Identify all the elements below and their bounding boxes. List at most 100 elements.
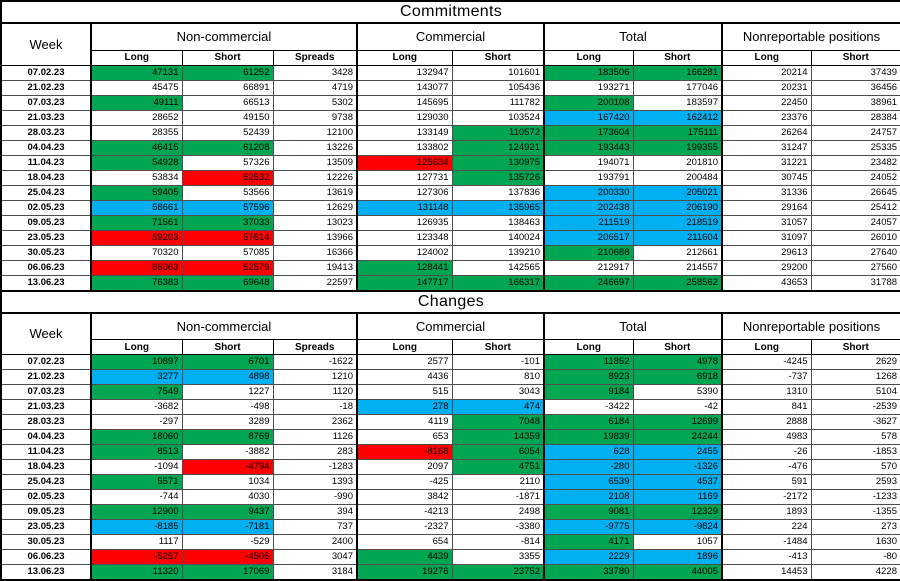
value-cell[interactable]: 1210 [273, 370, 357, 385]
value-cell[interactable]: -18 [273, 400, 357, 415]
value-cell[interactable]: 14453 [722, 565, 811, 581]
value-cell[interactable]: -1853 [811, 445, 900, 460]
value-cell[interactable]: 2362 [273, 415, 357, 430]
value-cell[interactable]: 273 [811, 520, 900, 535]
value-cell[interactable]: -3682 [91, 400, 182, 415]
value-cell[interactable]: 841 [722, 400, 811, 415]
value-cell[interactable]: 194071 [544, 155, 633, 170]
value-cell[interactable]: 1034 [182, 475, 273, 490]
value-cell[interactable]: 26645 [811, 185, 900, 200]
value-cell[interactable]: 52532 [182, 170, 273, 185]
value-cell[interactable]: 61208 [182, 140, 273, 155]
value-cell[interactable]: 9184 [544, 385, 633, 400]
value-cell[interactable]: -8168 [357, 445, 452, 460]
value-cell[interactable]: -1355 [811, 505, 900, 520]
week-cell[interactable]: 21.02.23 [1, 80, 91, 95]
value-cell[interactable]: 6918 [633, 370, 722, 385]
value-cell[interactable]: 8513 [91, 445, 182, 460]
value-cell[interactable]: 1227 [182, 385, 273, 400]
week-cell[interactable]: 07.02.23 [1, 65, 91, 80]
value-cell[interactable]: 133149 [357, 125, 452, 140]
value-cell[interactable]: 200108 [544, 95, 633, 110]
value-cell[interactable]: 2229 [544, 550, 633, 565]
week-cell[interactable]: 23.05.23 [1, 230, 91, 245]
value-cell[interactable]: 9738 [273, 110, 357, 125]
value-cell[interactable]: 58661 [91, 200, 182, 215]
value-cell[interactable]: 193271 [544, 80, 633, 95]
subheader-c-long[interactable]: Long [357, 50, 452, 65]
value-cell[interactable]: 6054 [452, 445, 544, 460]
value-cell[interactable]: 69203 [91, 230, 182, 245]
value-cell[interactable]: 105436 [452, 80, 544, 95]
week-cell[interactable]: 11.04.23 [1, 445, 91, 460]
value-cell[interactable]: 8769 [182, 430, 273, 445]
value-cell[interactable]: 24052 [811, 170, 900, 185]
value-cell[interactable]: 14359 [452, 430, 544, 445]
value-cell[interactable]: -737 [722, 370, 811, 385]
value-cell[interactable]: 25412 [811, 200, 900, 215]
value-cell[interactable]: 125634 [357, 155, 452, 170]
value-cell[interactable]: 43653 [722, 275, 811, 291]
value-cell[interactable]: 57596 [182, 200, 273, 215]
value-cell[interactable]: 2097 [357, 460, 452, 475]
value-cell[interactable]: 61252 [182, 65, 273, 80]
value-cell[interactable]: 111782 [452, 95, 544, 110]
value-cell[interactable]: -476 [722, 460, 811, 475]
value-cell[interactable]: 8923 [544, 370, 633, 385]
subheader-nr-long[interactable]: Long [722, 50, 811, 65]
value-cell[interactable]: -990 [273, 490, 357, 505]
value-cell[interactable]: -101 [452, 355, 544, 370]
value-cell[interactable]: 210688 [544, 245, 633, 260]
value-cell[interactable]: 57614 [182, 230, 273, 245]
group-header-commercial[interactable]: Commercial [357, 313, 544, 340]
subheader-nc-long[interactable]: Long [91, 50, 182, 65]
value-cell[interactable]: 57085 [182, 245, 273, 260]
value-cell[interactable]: 1057 [633, 535, 722, 550]
week-cell[interactable]: 07.03.23 [1, 95, 91, 110]
week-cell[interactable]: 25.04.23 [1, 185, 91, 200]
value-cell[interactable]: 211519 [544, 215, 633, 230]
value-cell[interactable]: 4436 [357, 370, 452, 385]
week-cell[interactable]: 28.03.23 [1, 415, 91, 430]
value-cell[interactable]: 2455 [633, 445, 722, 460]
value-cell[interactable]: 45475 [91, 80, 182, 95]
value-cell[interactable]: 13966 [273, 230, 357, 245]
value-cell[interactable]: 18060 [91, 430, 182, 445]
value-cell[interactable]: 101601 [452, 65, 544, 80]
value-cell[interactable]: 3428 [273, 65, 357, 80]
value-cell[interactable]: -80 [811, 550, 900, 565]
value-cell[interactable]: 27640 [811, 245, 900, 260]
subheader-c-short[interactable]: Short [452, 340, 544, 355]
value-cell[interactable]: 177046 [633, 80, 722, 95]
value-cell[interactable]: 52579 [182, 260, 273, 275]
value-cell[interactable]: 66513 [182, 95, 273, 110]
value-cell[interactable]: 12329 [633, 505, 722, 520]
value-cell[interactable]: 578 [811, 430, 900, 445]
group-header-total[interactable]: Total [544, 23, 722, 50]
value-cell[interactable]: 3277 [91, 370, 182, 385]
value-cell[interactable]: 283 [273, 445, 357, 460]
week-cell[interactable]: 13.06.23 [1, 565, 91, 581]
week-cell[interactable]: 02.05.23 [1, 490, 91, 505]
value-cell[interactable]: 20214 [722, 65, 811, 80]
value-cell[interactable]: 737 [273, 520, 357, 535]
value-cell[interactable]: 199355 [633, 140, 722, 155]
value-cell[interactable]: 258562 [633, 275, 722, 291]
value-cell[interactable]: 129030 [357, 110, 452, 125]
value-cell[interactable]: -1484 [722, 535, 811, 550]
group-header-non-commercial[interactable]: Non-commercial [91, 23, 357, 50]
value-cell[interactable]: 143077 [357, 80, 452, 95]
value-cell[interactable]: 218519 [633, 215, 722, 230]
value-cell[interactable]: 12100 [273, 125, 357, 140]
value-cell[interactable]: 138463 [452, 215, 544, 230]
value-cell[interactable]: 5104 [811, 385, 900, 400]
subheader-nc-spreads[interactable]: Spreads [273, 340, 357, 355]
value-cell[interactable]: 26010 [811, 230, 900, 245]
subheader-nr-short[interactable]: Short [811, 340, 900, 355]
value-cell[interactable]: 49150 [182, 110, 273, 125]
value-cell[interactable]: 37033 [182, 215, 273, 230]
value-cell[interactable]: 76383 [91, 275, 182, 291]
value-cell[interactable]: 394 [273, 505, 357, 520]
subheader-t-short[interactable]: Short [633, 50, 722, 65]
value-cell[interactable]: -1326 [633, 460, 722, 475]
